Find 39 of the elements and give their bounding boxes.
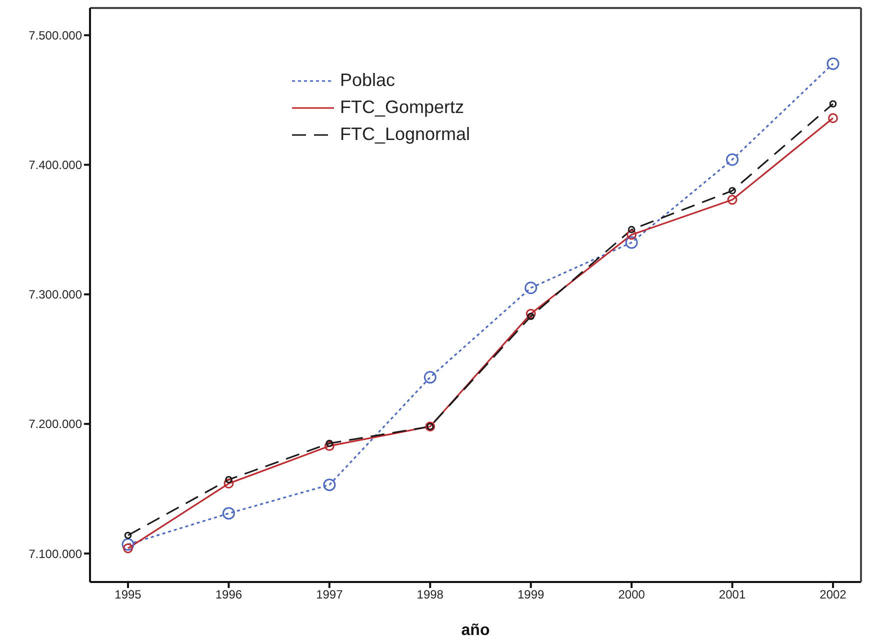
y-tick-label: 7.200.000	[28, 417, 82, 432]
y-tick-label: 7.400.000	[28, 158, 82, 172]
y-tick-label: 7.100.000	[28, 546, 82, 561]
point	[829, 100, 837, 108]
point	[326, 440, 334, 448]
point	[726, 153, 739, 166]
legend-label: FTC_Gompertz	[340, 97, 464, 118]
x-tick-label: 2000	[618, 588, 646, 602]
x-tick-label: 1996	[215, 588, 242, 602]
x-axis-title: año	[461, 622, 490, 639]
x-tick-label: 1995	[114, 588, 142, 602]
point	[225, 476, 232, 484]
point	[124, 532, 132, 540]
legend-label: FTC_Lognormal	[340, 124, 470, 145]
point	[123, 543, 133, 554]
point	[224, 478, 234, 488]
point	[122, 538, 134, 551]
y-tick-label: 7.500.000	[28, 28, 82, 42]
point	[628, 226, 636, 234]
legend-label: Poblac	[340, 70, 396, 91]
point	[625, 236, 638, 249]
point	[727, 194, 738, 205]
x-tick-label: 2001	[718, 588, 746, 602]
y-tick-label: 7.300.000	[28, 288, 82, 302]
x-tick-label: 1998	[416, 588, 444, 602]
x-tick-label: 2002	[820, 588, 847, 602]
point	[526, 308, 536, 319]
x-tick-label: 1997	[316, 588, 344, 602]
point	[424, 371, 436, 384]
point	[222, 507, 235, 520]
point	[524, 282, 538, 294]
point	[324, 441, 334, 451]
point	[828, 113, 838, 124]
point	[728, 187, 736, 194]
x-tick-label: 1999	[518, 588, 545, 602]
point	[527, 312, 535, 320]
point	[826, 57, 840, 70]
point	[323, 478, 336, 492]
point	[626, 230, 637, 240]
